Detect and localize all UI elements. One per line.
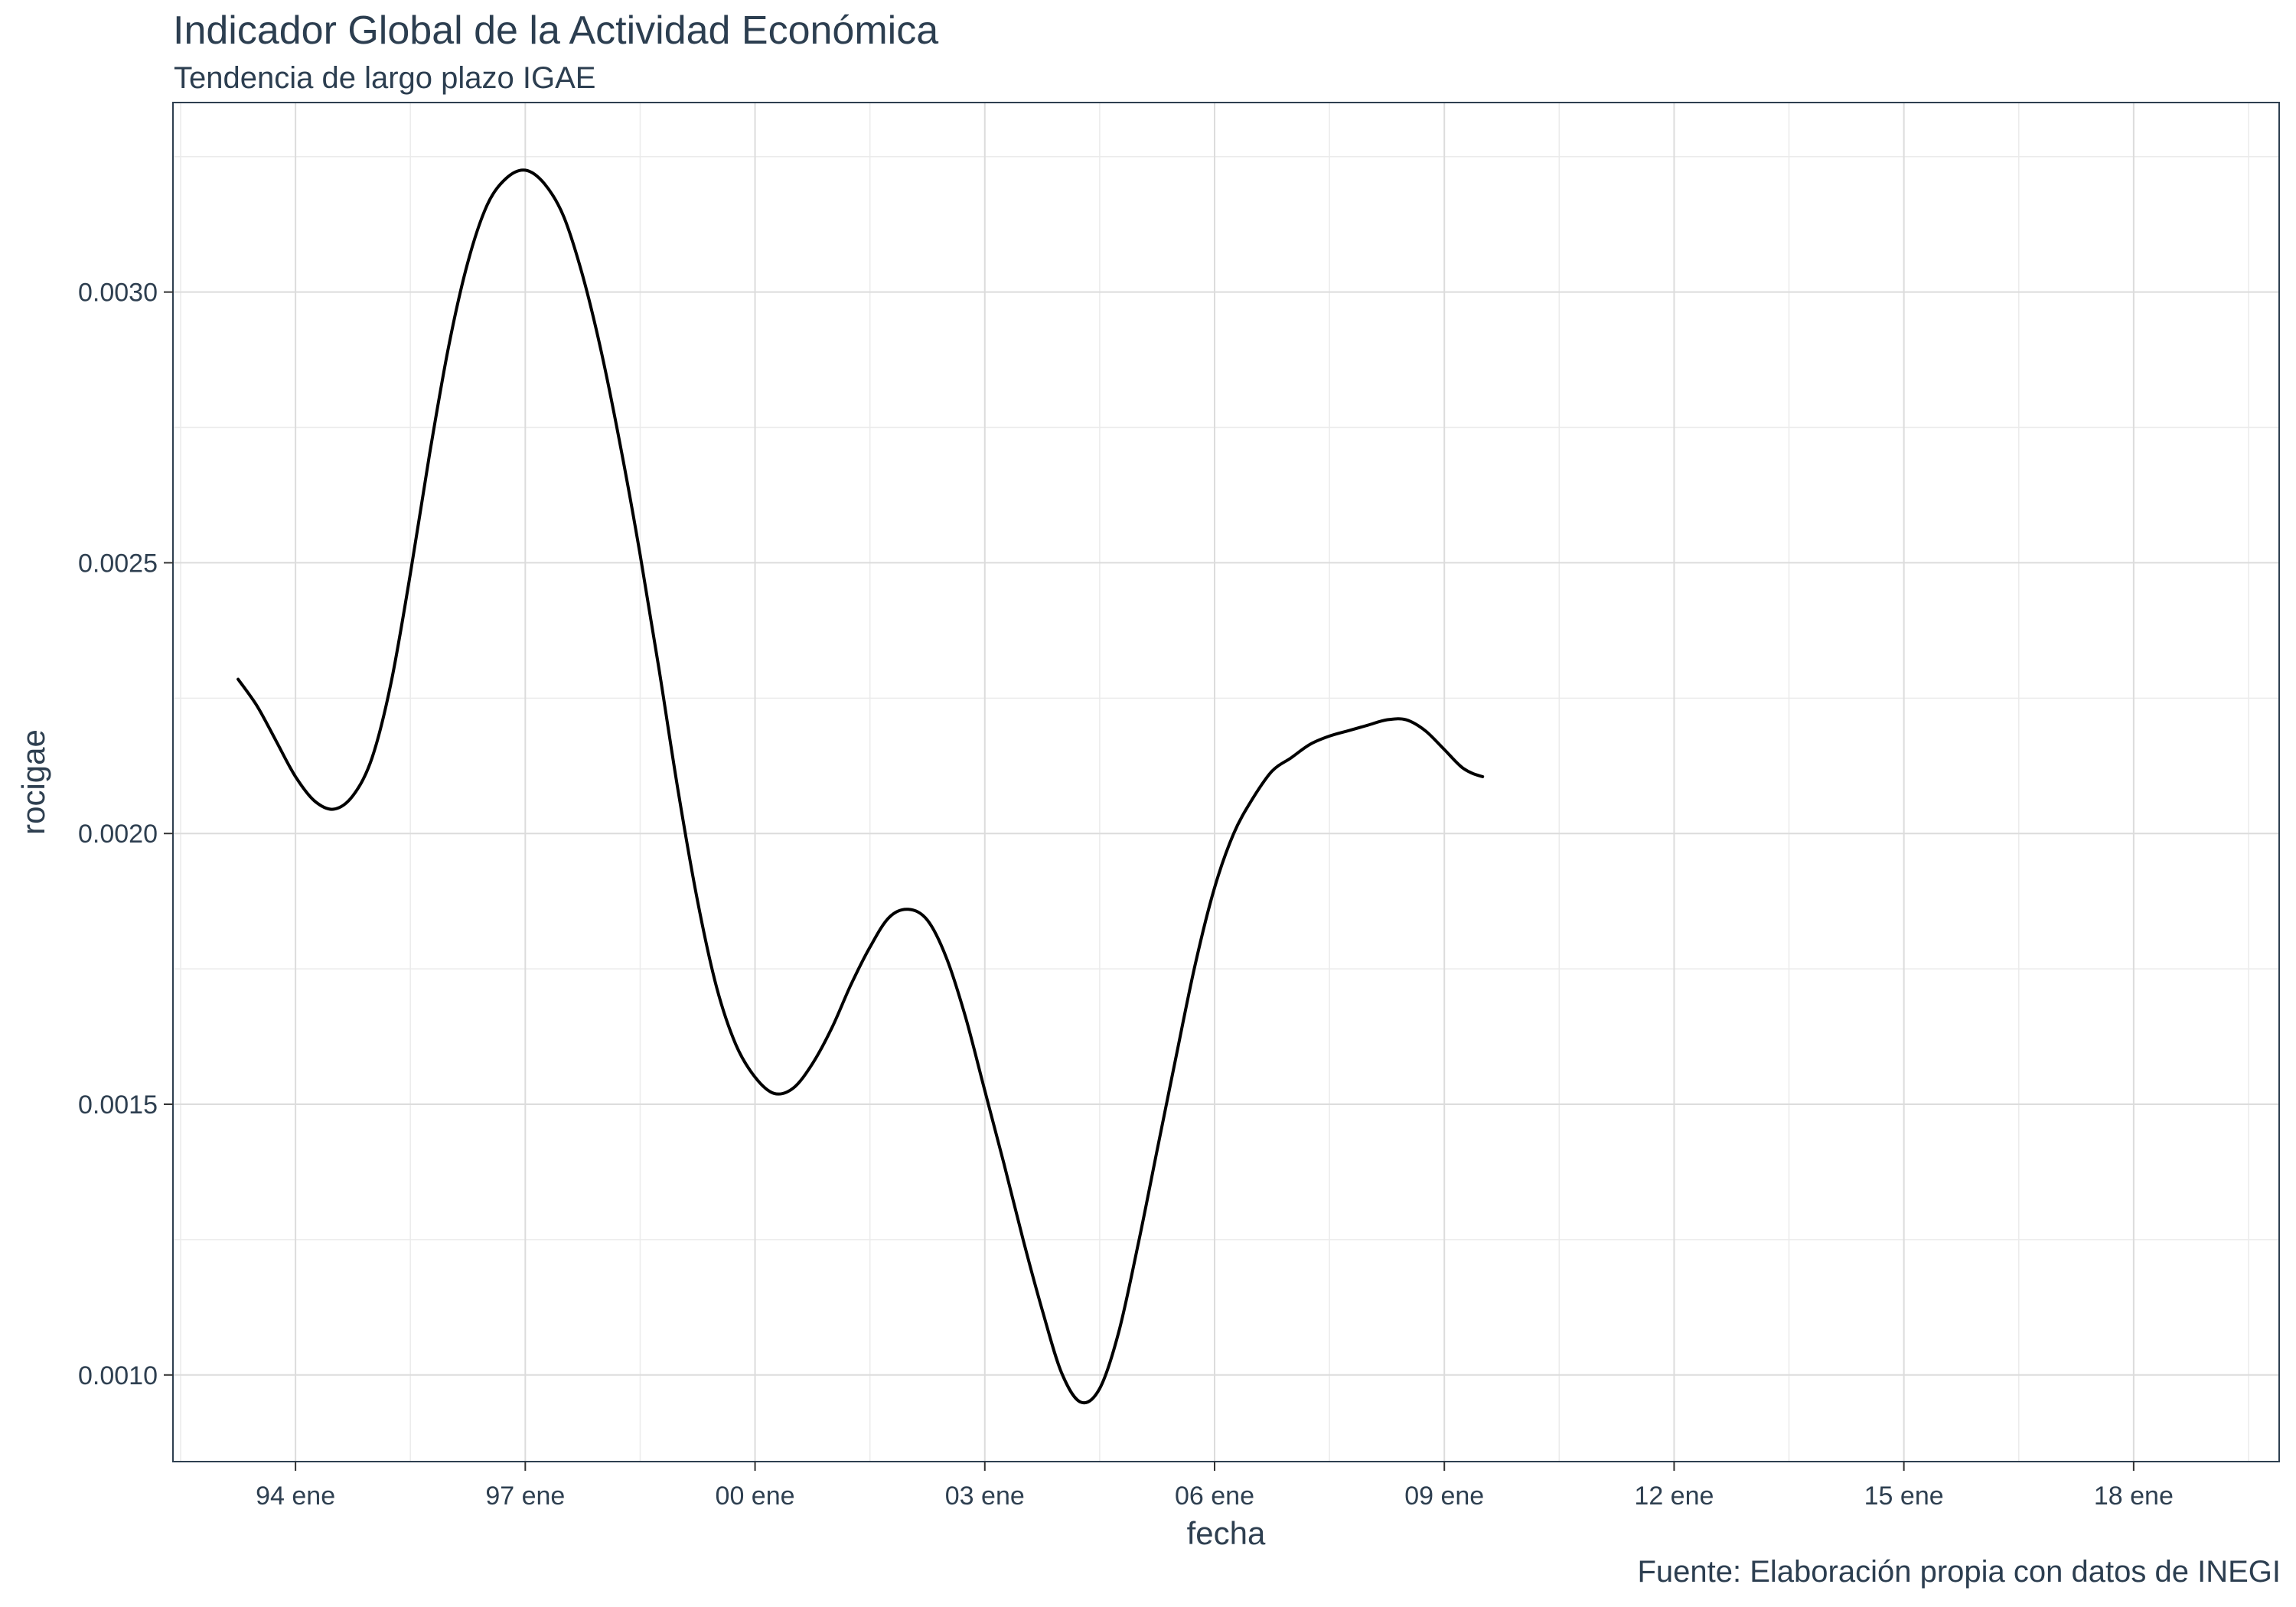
y-tick-label: 0.0010: [78, 1361, 158, 1390]
x-tick-label: 12 ene: [1634, 1482, 1714, 1511]
series-layer: [236, 168, 1485, 1405]
series-line-rocigae: [236, 168, 1485, 1405]
y-tick-label: 0.0025: [78, 549, 158, 578]
y-tick-label: 0.0020: [78, 820, 158, 849]
x-tick-label: 03 ene: [945, 1482, 1025, 1511]
x-tick-label: 97 ene: [485, 1482, 565, 1511]
y-tick-label: 0.0015: [78, 1090, 158, 1120]
y-axis-title: rocigae: [15, 729, 51, 835]
plot-panel-border: [172, 102, 2280, 1462]
x-tick-label: 18 ene: [2094, 1482, 2174, 1511]
axis-layer: 0.0010 0.0015 0.0020 0.0025 0.0030 94 ene 97 e…: [78, 279, 2174, 1511]
x-tick-label: 06 ene: [1175, 1482, 1254, 1511]
x-tick-label: 15 ene: [1864, 1482, 1944, 1511]
x-tick-label: 94 ene: [256, 1482, 335, 1511]
x-tick-label: 00 ene: [716, 1482, 795, 1511]
y-tick-label: 0.0030: [78, 279, 158, 308]
chart-subtitle: Tendencia de largo plazo IGAE: [174, 61, 596, 95]
chart-title: Indicador Global de la Actividad Económi…: [173, 8, 939, 53]
chart-caption: Fuente: Elaboración propia con datos de …: [1637, 1555, 2281, 1589]
grid-layer: [173, 103, 2279, 1462]
x-axis-title: fecha: [1187, 1515, 1266, 1551]
x-tick-label: 09 ene: [1404, 1482, 1484, 1511]
